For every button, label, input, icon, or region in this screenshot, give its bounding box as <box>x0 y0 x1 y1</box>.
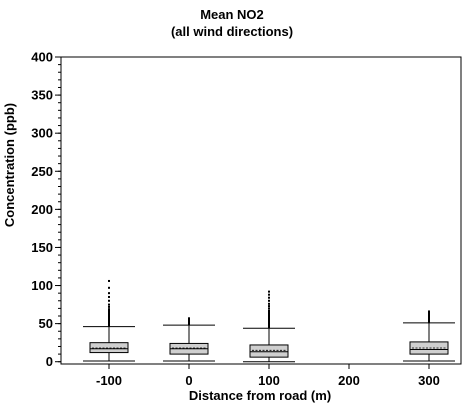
box-series <box>83 279 455 363</box>
outlier-point <box>108 309 110 312</box>
box-group <box>243 290 295 363</box>
outlier-point <box>428 315 430 318</box>
outlier-point <box>108 292 110 295</box>
outlier-point <box>108 324 110 327</box>
outlier-point <box>428 311 430 314</box>
outlier-point <box>108 317 110 320</box>
y-tick-label: 50 <box>39 316 53 331</box>
outlier-point <box>268 315 270 318</box>
outlier-point <box>428 316 430 319</box>
y-tick-label: 400 <box>31 50 53 65</box>
outlier-point <box>268 323 270 326</box>
outlier-point <box>108 321 110 324</box>
outlier-point <box>108 305 110 308</box>
outlier-point <box>268 296 270 299</box>
y-tick-label: 150 <box>31 240 53 255</box>
box-group <box>403 310 455 362</box>
outlier-point <box>428 313 430 316</box>
outlier-point <box>108 314 110 317</box>
x-tick-label: 100 <box>258 373 280 388</box>
y-tick-label: 0 <box>46 354 53 369</box>
outlier-point <box>108 279 110 282</box>
outlier-point <box>108 315 110 318</box>
outlier-point <box>268 314 270 317</box>
chart-subtitle: (all wind directions) <box>171 24 293 39</box>
outlier-point <box>268 309 270 312</box>
outlier-point <box>188 318 190 321</box>
iqr-box <box>409 341 449 355</box>
y-tick-label: 350 <box>31 88 53 103</box>
outlier-point <box>108 311 110 314</box>
outlier-point <box>268 324 270 327</box>
outlier-point <box>108 299 110 302</box>
outlier-point <box>268 312 270 315</box>
outlier-point <box>108 308 110 311</box>
outlier-point <box>108 320 110 323</box>
chart-title: Mean NO2 <box>200 7 264 22</box>
outlier-point <box>428 310 430 313</box>
outlier-point <box>188 321 190 324</box>
y-tick-label: 300 <box>31 126 53 141</box>
box-group <box>163 317 215 362</box>
x-axis: -100 0 100 200 300 <box>96 364 440 388</box>
outlier-point <box>268 320 270 323</box>
y-tick-label: 250 <box>31 164 53 179</box>
outlier-point <box>268 321 270 324</box>
outlier-point <box>268 326 270 329</box>
iqr-box <box>249 344 289 358</box>
outlier-point <box>268 302 270 305</box>
outlier-point <box>428 319 430 322</box>
y-tick-label: 100 <box>31 278 53 293</box>
outlier-point <box>268 293 270 296</box>
outlier-point <box>108 323 110 326</box>
outlier-point <box>188 317 190 320</box>
x-tick-label: -100 <box>96 373 122 388</box>
outlier-point <box>268 307 270 310</box>
outlier-point <box>108 318 110 321</box>
outlier-point <box>188 323 190 326</box>
outlier-point <box>108 312 110 315</box>
plot-area-frame <box>60 56 462 365</box>
y-tick-label: 200 <box>31 202 53 217</box>
x-tick-label: 200 <box>338 373 360 388</box>
x-tick-label: 0 <box>185 373 192 388</box>
outlier-point <box>268 318 270 321</box>
outlier-point <box>108 303 110 306</box>
outlier-point <box>108 286 110 289</box>
outlier-point <box>268 317 270 320</box>
outlier-point <box>428 318 430 321</box>
outlier-point <box>268 305 270 308</box>
outlier-point <box>108 295 110 298</box>
outlier-point <box>268 299 270 302</box>
box-group <box>83 279 135 362</box>
outlier-point <box>268 290 270 293</box>
outlier-point <box>428 321 430 324</box>
outlier-point <box>188 320 190 323</box>
y-axis: 0 50 100 150 200 250 300 350 400 <box>31 50 61 369</box>
x-axis-label: Distance from road (m) <box>189 388 331 403</box>
x-tick-label: 300 <box>418 373 440 388</box>
y-axis-label: Concentration (ppb) <box>2 103 17 227</box>
outlier-point <box>268 311 270 314</box>
iqr-box <box>89 342 129 354</box>
